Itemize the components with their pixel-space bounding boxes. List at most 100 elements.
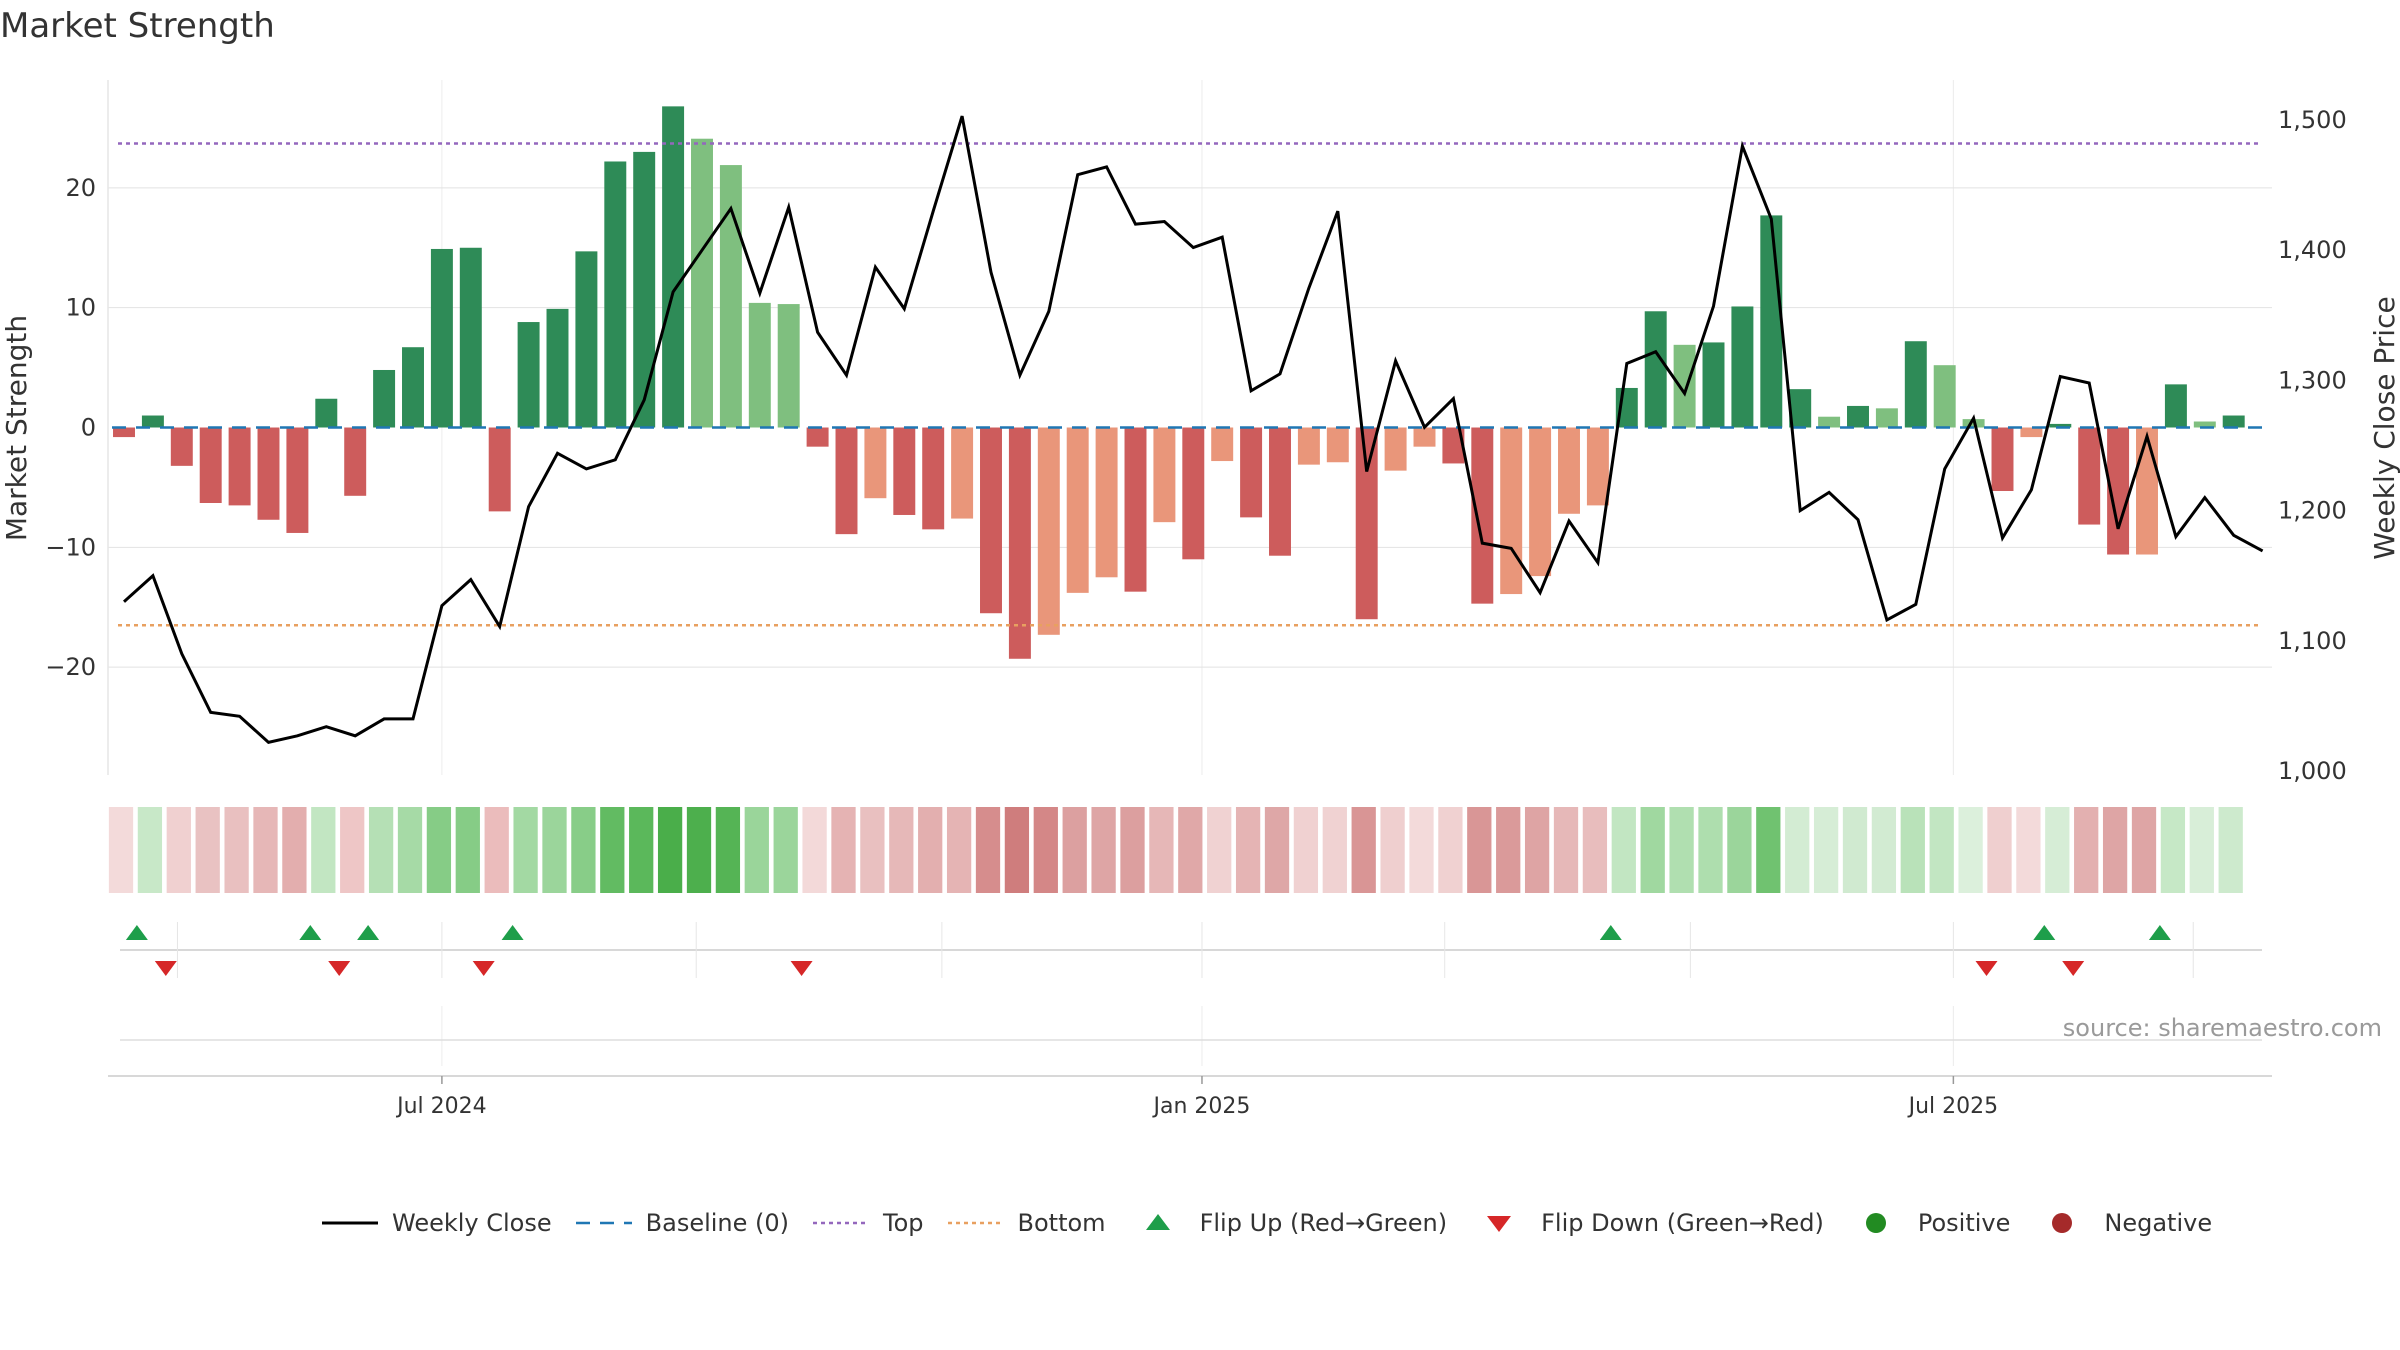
- heat-cell: [1553, 807, 1579, 893]
- heat-cell: [1409, 807, 1434, 893]
- strength-bar: [1875, 408, 1898, 428]
- heat-cell: [2160, 807, 2186, 893]
- strength-bar: [1471, 427, 1494, 604]
- strength-bar: [1904, 341, 1927, 428]
- flip-down-marker: [2062, 961, 2085, 976]
- legend-swatch-bottom: [947, 1221, 1004, 1225]
- heat-cell: [311, 807, 336, 893]
- flip-up-marker: [2033, 925, 2056, 940]
- strength-bar: [575, 251, 598, 428]
- heat-cell: [1467, 807, 1492, 893]
- legend-label: Weekly Close: [392, 1209, 552, 1237]
- heat-cell: [195, 807, 220, 893]
- legend-label: Baseline (0): [645, 1209, 790, 1237]
- heat-cell: [340, 807, 365, 893]
- right-tick-label: 1,500: [2278, 106, 2347, 134]
- strength-bar: [2164, 384, 2187, 428]
- strength-bar: [1153, 427, 1176, 523]
- level-lines: [112, 142, 2264, 627]
- strength-bar: [1731, 306, 1754, 428]
- strength-bars: [113, 106, 2245, 659]
- strength-bar: [1673, 344, 1696, 428]
- strength-bar: [2136, 427, 2158, 555]
- heat-cell: [802, 807, 827, 893]
- legend-swatch-flipup: [1145, 1214, 1170, 1230]
- heat-cell: [137, 807, 163, 893]
- strength-bar: [1269, 427, 1291, 556]
- heat-cell: [2016, 807, 2041, 893]
- heat-cell: [715, 807, 741, 893]
- strength-bar: [1818, 416, 1841, 428]
- legend-swatch-flipdown: [1487, 1216, 1512, 1232]
- legend-label: Positive: [1917, 1209, 2011, 1237]
- strength-bar: [951, 427, 974, 519]
- strength-bar: [199, 427, 222, 503]
- heat-cell: [571, 807, 596, 893]
- heat-cell: [686, 807, 712, 893]
- heat-cell: [282, 807, 307, 893]
- heat-cell: [224, 807, 249, 893]
- strength-bar: [1037, 427, 1060, 635]
- strength-bar: [604, 161, 627, 428]
- flip-up-marker: [299, 925, 322, 940]
- heat-cell: [1149, 807, 1174, 893]
- strength-bar: [315, 398, 338, 428]
- strength-bar: [1124, 427, 1147, 592]
- right-tick-label: 1,200: [2278, 497, 2347, 525]
- strength-bar: [1384, 427, 1407, 471]
- legend-swatch-negative: [2052, 1213, 2073, 1233]
- strength-bar: [1991, 427, 2014, 492]
- x-tick-label: Jan 2025: [1152, 1094, 1251, 1119]
- legend-item-flipdown: Flip Down (Green→Red): [1469, 1208, 1824, 1238]
- heat-cell: [1611, 807, 1636, 893]
- strength-bar: [1240, 427, 1263, 518]
- heat-cell: [1900, 807, 1925, 893]
- strength-bar: [2107, 427, 2130, 555]
- heat-cell: [1524, 807, 1550, 893]
- x-tick-label: Jul 2025: [1907, 1094, 1999, 1119]
- strength-bar: [719, 165, 742, 428]
- heat-cell: [2074, 807, 2099, 893]
- heat-cell: [1813, 807, 1839, 893]
- strength-bar: [373, 369, 396, 428]
- flip-down-marker: [790, 961, 813, 976]
- strength-bar: [893, 427, 916, 515]
- strength-bar: [1326, 427, 1349, 463]
- heat-cell: [1756, 807, 1781, 893]
- strength-bar: [517, 322, 540, 428]
- strength-bar: [1500, 427, 1523, 595]
- strength-bar: [286, 427, 309, 533]
- heat-cell: [368, 807, 394, 893]
- flip-down-marker: [328, 961, 351, 976]
- strength-bar: [141, 415, 164, 428]
- strength-bar: [1847, 405, 1869, 428]
- heat-cell: [1698, 807, 1723, 893]
- strength-bar: [344, 427, 367, 496]
- legend-item-flipup: Flip Up (Red→Green): [1128, 1208, 1447, 1238]
- heat-cell: [455, 807, 480, 893]
- flip-markers: [120, 922, 2262, 978]
- flip-down-marker: [1975, 961, 1998, 976]
- circle-icon: [1865, 1213, 1886, 1233]
- heat-cell: [1871, 807, 1897, 893]
- heat-cell: [1669, 807, 1694, 893]
- circle-icon: [2052, 1213, 2073, 1233]
- left-axis-title: Market Strength: [0, 315, 33, 541]
- right-tick-label: 1,300: [2278, 366, 2347, 394]
- heat-cell: [860, 807, 885, 893]
- right-axis-title: Weekly Close Price: [2368, 296, 2400, 559]
- strength-bar: [1529, 427, 1552, 577]
- left-tick-label: 0: [81, 414, 96, 442]
- strength-bar: [1297, 427, 1320, 465]
- strength-bar: [1211, 427, 1234, 462]
- heat-cell: [2131, 807, 2157, 893]
- heat-cell: [744, 807, 769, 893]
- flip-down-marker: [472, 961, 495, 976]
- heat-cell: [1120, 807, 1145, 893]
- legend-swatch-baseline: [575, 1221, 632, 1225]
- strength-bar: [633, 151, 656, 428]
- right-tick-label: 1,400: [2278, 236, 2347, 264]
- strength-bar: [1558, 427, 1580, 514]
- strength-bar: [459, 247, 482, 428]
- heat-cell: [1727, 807, 1752, 893]
